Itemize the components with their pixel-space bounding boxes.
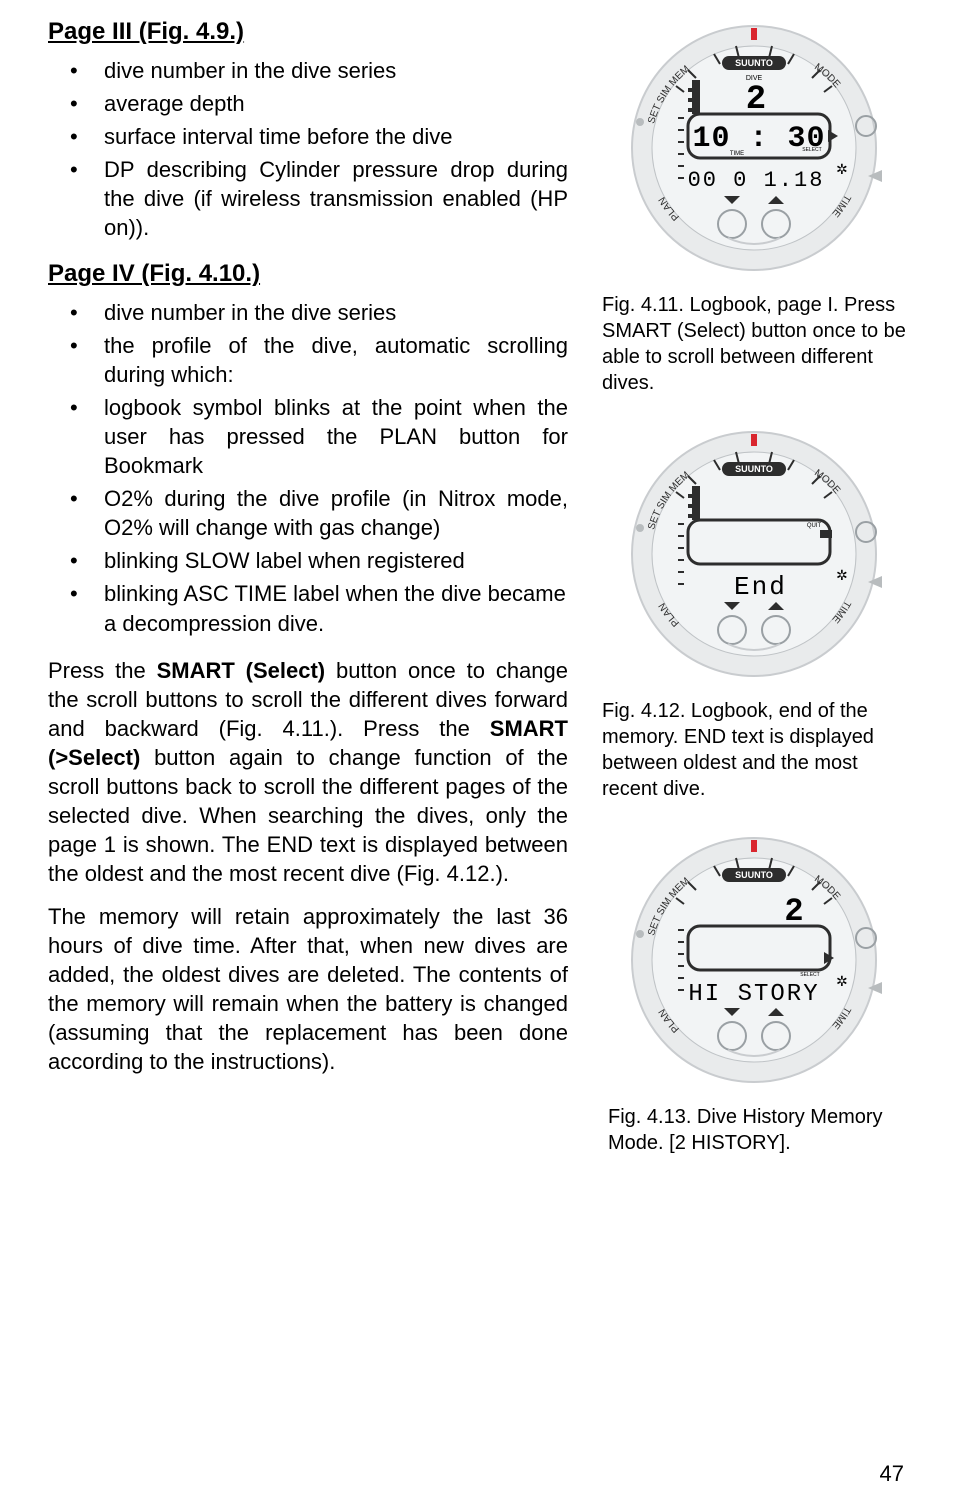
list-item: average depth — [104, 89, 568, 118]
list-item: dive number in the dive series — [104, 56, 568, 85]
left-column: Page III (Fig. 4.9.) dive number in the … — [48, 18, 568, 1156]
list-item: logbook symbol blinks at the point when … — [104, 393, 568, 480]
select-label: SELECT — [800, 972, 819, 978]
list-item: blinking SLOW label when registered — [104, 546, 568, 575]
paragraph-2: The memory will retain approximately the… — [48, 902, 568, 1076]
figure-4-13: MODE SET SIM MEM PLAN TIME SUUNTO 2 SELE… — [602, 830, 906, 1156]
section-heading-2: Page IV (Fig. 4.10.) — [48, 260, 568, 288]
history-value: HI STORY — [688, 981, 819, 1008]
list-item: O2% during the dive profile (in Nitrox m… — [104, 484, 568, 542]
watch-illustration: MODE SET SIM MEM PLAN TIME SUUNTO — [624, 424, 884, 684]
figure-caption: Fig. 4.12. Logbook, end of the memory. E… — [602, 698, 906, 802]
text: Press the — [48, 658, 157, 683]
figure-4-11: MODE SET SIM MEM PLAN TIME SUUNTO DIVE 2 — [602, 18, 906, 396]
top-value: 2 — [784, 893, 803, 930]
list-item: DP describing Cylinder pressure drop dur… — [104, 155, 568, 242]
section-heading-1: Page III (Fig. 4.9.) — [48, 18, 568, 46]
brand-label: SUUNTO — [735, 870, 773, 880]
list-item: dive number in the dive series — [104, 298, 568, 327]
time-sublabel: TIME — [730, 151, 744, 157]
watch-illustration: MODE SET SIM MEM PLAN TIME SUUNTO DIVE 2 — [624, 18, 884, 278]
brand-label: SUUNTO — [735, 58, 773, 68]
page-number: 47 — [880, 1461, 904, 1487]
svg-text:✲: ✲ — [836, 567, 848, 583]
bold: SMART (Select) — [157, 658, 326, 683]
list-item: blinking ASC TIME label when the dive be… — [104, 579, 568, 637]
select-label: SELECT — [802, 147, 821, 153]
figure-caption: Fig. 4.11. Logbook, page I. Press SMART … — [602, 292, 906, 396]
svg-text:✲: ✲ — [836, 973, 848, 989]
columns: Page III (Fig. 4.9.) dive number in the … — [48, 18, 906, 1156]
brand-label: SUUNTO — [735, 464, 773, 474]
quit-label: QUIT — [807, 523, 822, 529]
list-item: the profile of the dive, automatic scrol… — [104, 331, 568, 389]
right-column: MODE SET SIM MEM PLAN TIME SUUNTO DIVE 2 — [602, 18, 906, 1156]
svg-text:✲: ✲ — [836, 161, 848, 177]
figure-caption: Fig. 4.13. Dive History Memory Mode. [2 … — [602, 1104, 906, 1156]
paragraph-1: Press the SMART (Select) button once to … — [48, 656, 568, 888]
end-value: End — [734, 572, 787, 602]
bottom-value: 00 0 1.18 — [688, 168, 825, 193]
figure-4-12: MODE SET SIM MEM PLAN TIME SUUNTO — [602, 424, 906, 802]
page: Page III (Fig. 4.9.) dive number in the … — [0, 0, 954, 1511]
watch-illustration: MODE SET SIM MEM PLAN TIME SUUNTO 2 SELE… — [624, 830, 884, 1090]
list-item: surface interval time before the dive — [104, 122, 568, 151]
section1-list: dive number in the dive series average d… — [48, 56, 568, 242]
section2-list: dive number in the dive series the profi… — [48, 298, 568, 637]
